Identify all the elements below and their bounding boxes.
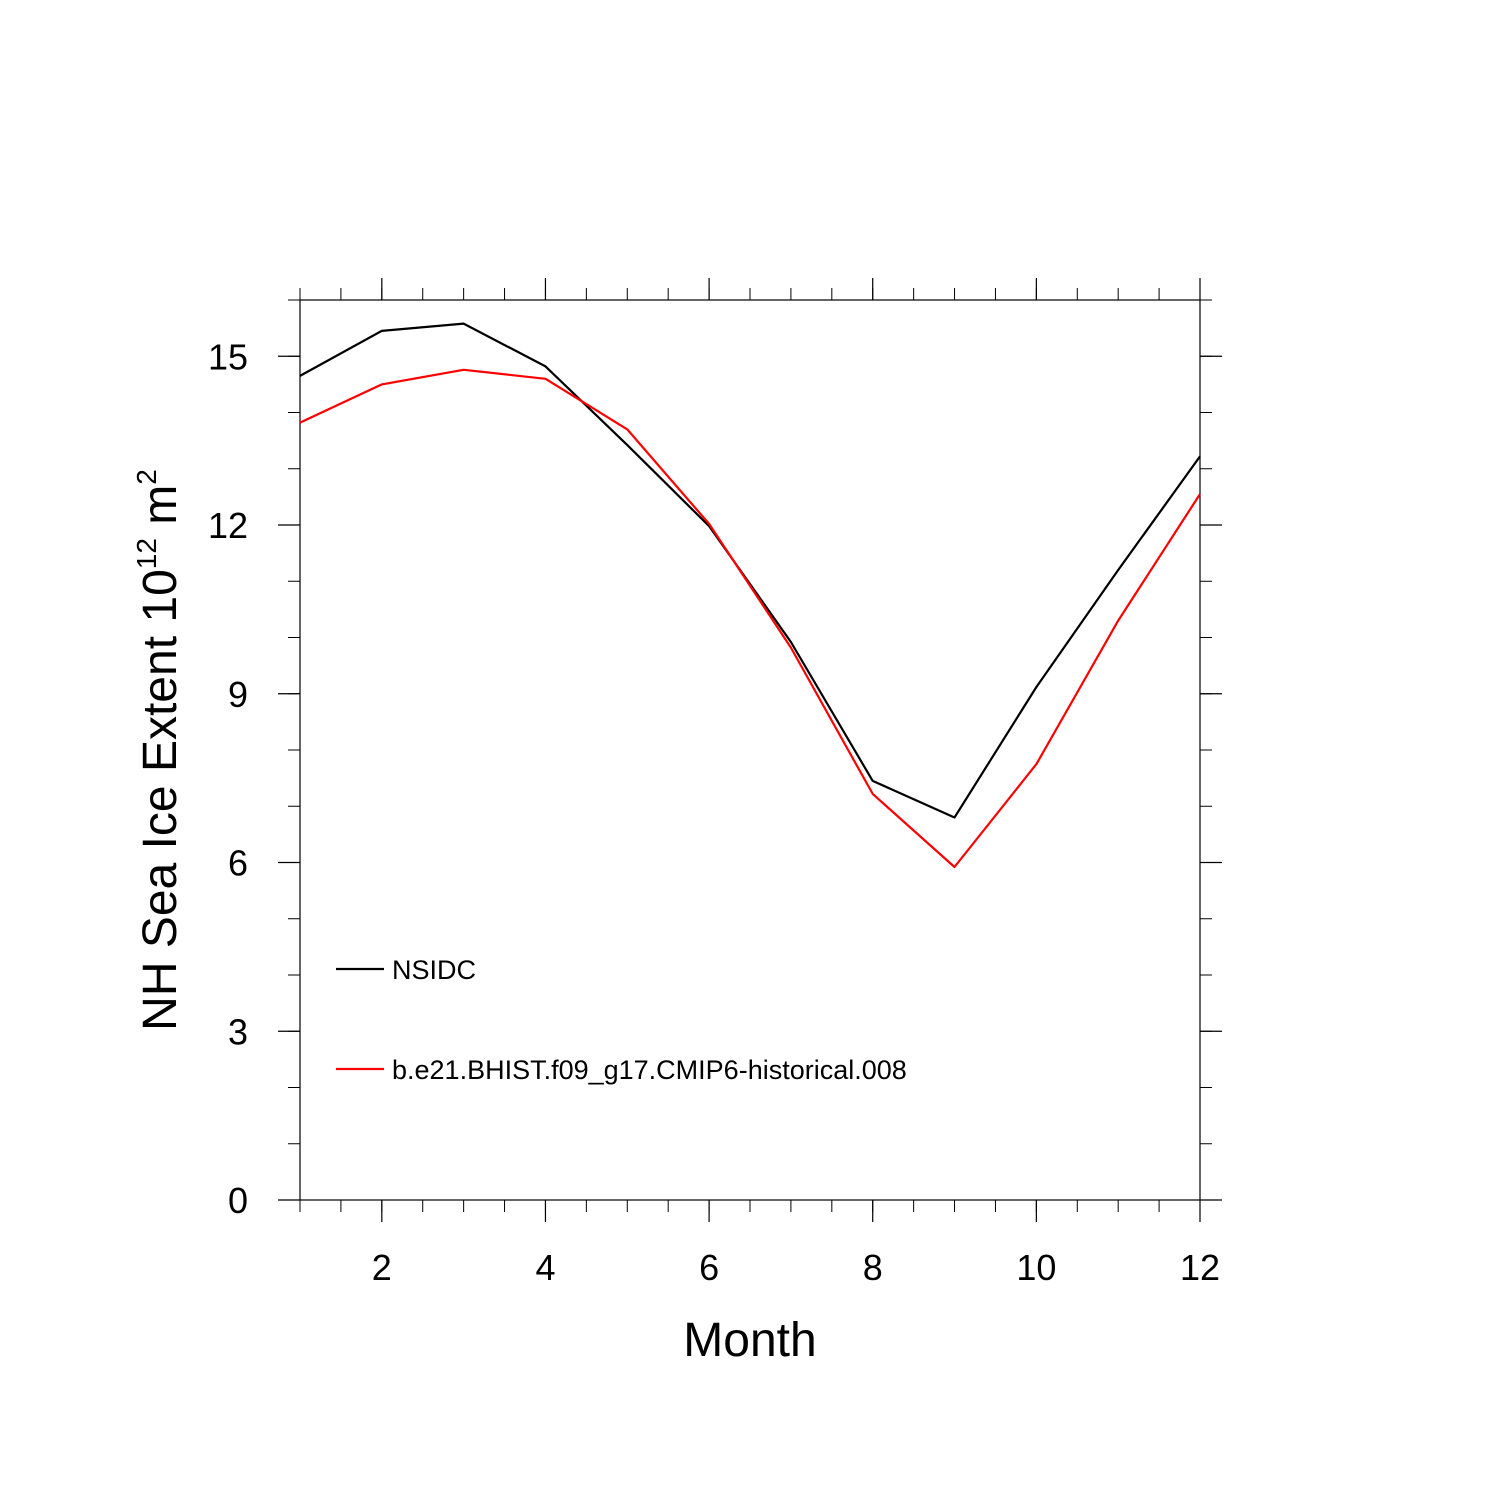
y-axis-title-unit: m: [134, 485, 187, 538]
y-tick-label: 15: [208, 336, 248, 377]
y-axis-title-text: NH Sea Ice Extent 10: [134, 569, 187, 1031]
x-tick-label: 4: [535, 1247, 555, 1288]
series-lines: [299, 322, 1201, 869]
y-axis-title-unit-exponent: 2: [131, 469, 162, 485]
legend: NSIDC b.e21.BHIST.f09_g17.CMIP6-historica…: [336, 955, 907, 1085]
x-tick-label: 10: [1016, 1247, 1056, 1288]
x-tick-label: 8: [863, 1247, 883, 1288]
legend-label: NSIDC: [392, 955, 476, 985]
x-tick-label: 6: [699, 1247, 719, 1288]
x-tick-label: 2: [372, 1247, 392, 1288]
series-line-nsidc: [299, 322, 1201, 819]
y-tick-label: 9: [228, 674, 248, 715]
x-axis-title: Month: [683, 1314, 816, 1367]
major-ticks: [278, 278, 1222, 1222]
y-tick-label: 0: [228, 1180, 248, 1221]
x-tick-label: 12: [1180, 1247, 1220, 1288]
legend-label: b.e21.BHIST.f09_g17.CMIP6-historical.008: [392, 1055, 907, 1085]
y-tick-label: 12: [208, 505, 248, 546]
y-tick-label: 3: [228, 1011, 248, 1052]
y-axis-title-exponent: 12: [131, 538, 162, 569]
series-line-model: [299, 368, 1201, 869]
x-tick-labels: 2 4 6 8 10 12: [372, 1247, 1220, 1288]
y-tick-labels: 0 3 6 9 12 15: [208, 336, 248, 1221]
y-tick-label: 6: [228, 843, 248, 884]
y-axis-title: NH Sea Ice Extent 1012 m2: [131, 469, 187, 1031]
